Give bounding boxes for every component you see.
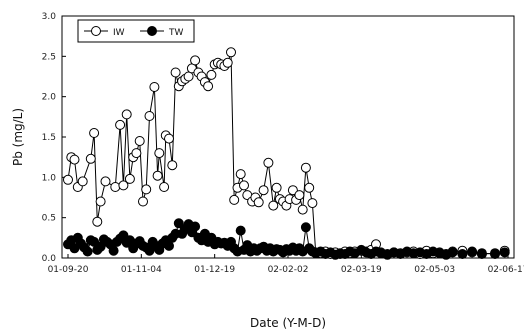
legend-box — [77, 19, 195, 43]
y-tick-label: 0.0 — [42, 254, 57, 264]
legend-iw-label: IW — [113, 28, 125, 38]
tw-data-point — [490, 249, 500, 259]
iw-data-point — [100, 176, 111, 187]
x-tick-label: 01-09-20 — [48, 265, 89, 275]
tw-data-point — [457, 249, 468, 259]
iw-data-point — [124, 173, 135, 184]
y-tick-label: 0.5 — [42, 214, 56, 224]
iw-data-point — [154, 148, 165, 159]
iw-data-point — [144, 111, 155, 121]
iw-data-point — [149, 82, 160, 92]
y-tick-label: 1.0 — [42, 173, 57, 183]
iw-data-point — [141, 184, 152, 195]
tw-data-point — [476, 248, 487, 259]
iw-data-point — [229, 194, 240, 205]
iw-data-point — [92, 216, 103, 227]
x-tick-label: 01-11-04 — [121, 265, 162, 275]
iw-data-point — [89, 128, 100, 138]
legend: IW TW — [77, 19, 195, 43]
iw-data-point — [304, 182, 315, 193]
legend-iw-marker — [91, 26, 101, 36]
x-tick-label: 02-06-17 — [488, 265, 524, 275]
iw-data-point — [206, 69, 217, 80]
iw-data-point — [297, 204, 308, 215]
iw-data-point — [271, 182, 282, 193]
tw-data-point — [235, 225, 246, 236]
iw-data-point — [170, 67, 181, 78]
tw-data-point — [108, 245, 119, 256]
plot-frame — [61, 15, 515, 259]
iw-data-point — [138, 196, 148, 207]
tw-data-point — [300, 222, 311, 233]
x-axis-ticks: 01-09-20 01-11-04 01-12-19 02-02-02 02-03-19… — [48, 254, 524, 275]
iw-data-point — [63, 174, 73, 185]
tw-data-point — [447, 247, 458, 258]
x-tick-label: 02-03-19 — [341, 265, 382, 275]
iw-data-point — [167, 160, 178, 171]
y-axis-ticks: 0.0 0.5 1.0 1.5 2.0 2.5 3.0 — [42, 12, 66, 264]
iw-data-point — [164, 133, 174, 144]
legend-tw-marker — [147, 26, 157, 36]
iw-data-point — [134, 136, 145, 146]
x-tick-label: 02-05-03 — [414, 265, 455, 275]
y-tick-label: 2.5 — [42, 52, 56, 62]
iw-data-point — [152, 170, 163, 181]
x-tick-label: 01-12-19 — [194, 265, 235, 275]
iw-data-point — [307, 198, 318, 209]
y-tick-label: 3.0 — [42, 12, 57, 22]
tw-data-point — [190, 221, 201, 232]
series-markers — [63, 47, 510, 260]
iw-data-point — [85, 153, 96, 164]
iw-data-point — [300, 162, 311, 173]
iw-data-point — [239, 180, 249, 191]
iw-data-point — [69, 154, 80, 165]
tw-data-point — [467, 246, 478, 257]
iw-data-point — [190, 55, 201, 66]
iw-data-point — [263, 157, 274, 168]
iw-data-point — [110, 182, 121, 192]
axes — [61, 15, 515, 259]
iw-data-point — [222, 57, 233, 68]
iw-data-point — [226, 47, 236, 58]
iw-data-point — [253, 197, 264, 208]
iw-data-point — [294, 190, 305, 201]
iw-data-point — [159, 182, 170, 192]
tw-data-point — [499, 247, 510, 258]
iw-data-point — [115, 119, 126, 130]
y-tick-label: 1.5 — [42, 133, 56, 143]
x-tick-label: 02-02-02 — [268, 265, 309, 275]
iw-data-point — [131, 148, 142, 159]
legend-tw-label: TW — [168, 28, 183, 38]
tw-data-point — [173, 218, 184, 229]
x-axis-label: Date (Y-M-D) — [250, 316, 326, 330]
y-tick-label: 2.0 — [42, 93, 57, 103]
iw-data-point — [268, 200, 279, 211]
tw-data-point — [82, 246, 93, 257]
iw-data-point — [95, 196, 106, 207]
iw-data-point — [77, 176, 88, 187]
iw-data-point — [287, 185, 298, 196]
iw-data-point — [203, 81, 214, 92]
iw-data-point — [118, 180, 129, 191]
iw-data-point — [121, 109, 132, 120]
y-axis-label: Pb (mg/L) — [11, 108, 25, 166]
iw-data-point — [258, 185, 269, 196]
iw-data-point — [235, 169, 246, 180]
